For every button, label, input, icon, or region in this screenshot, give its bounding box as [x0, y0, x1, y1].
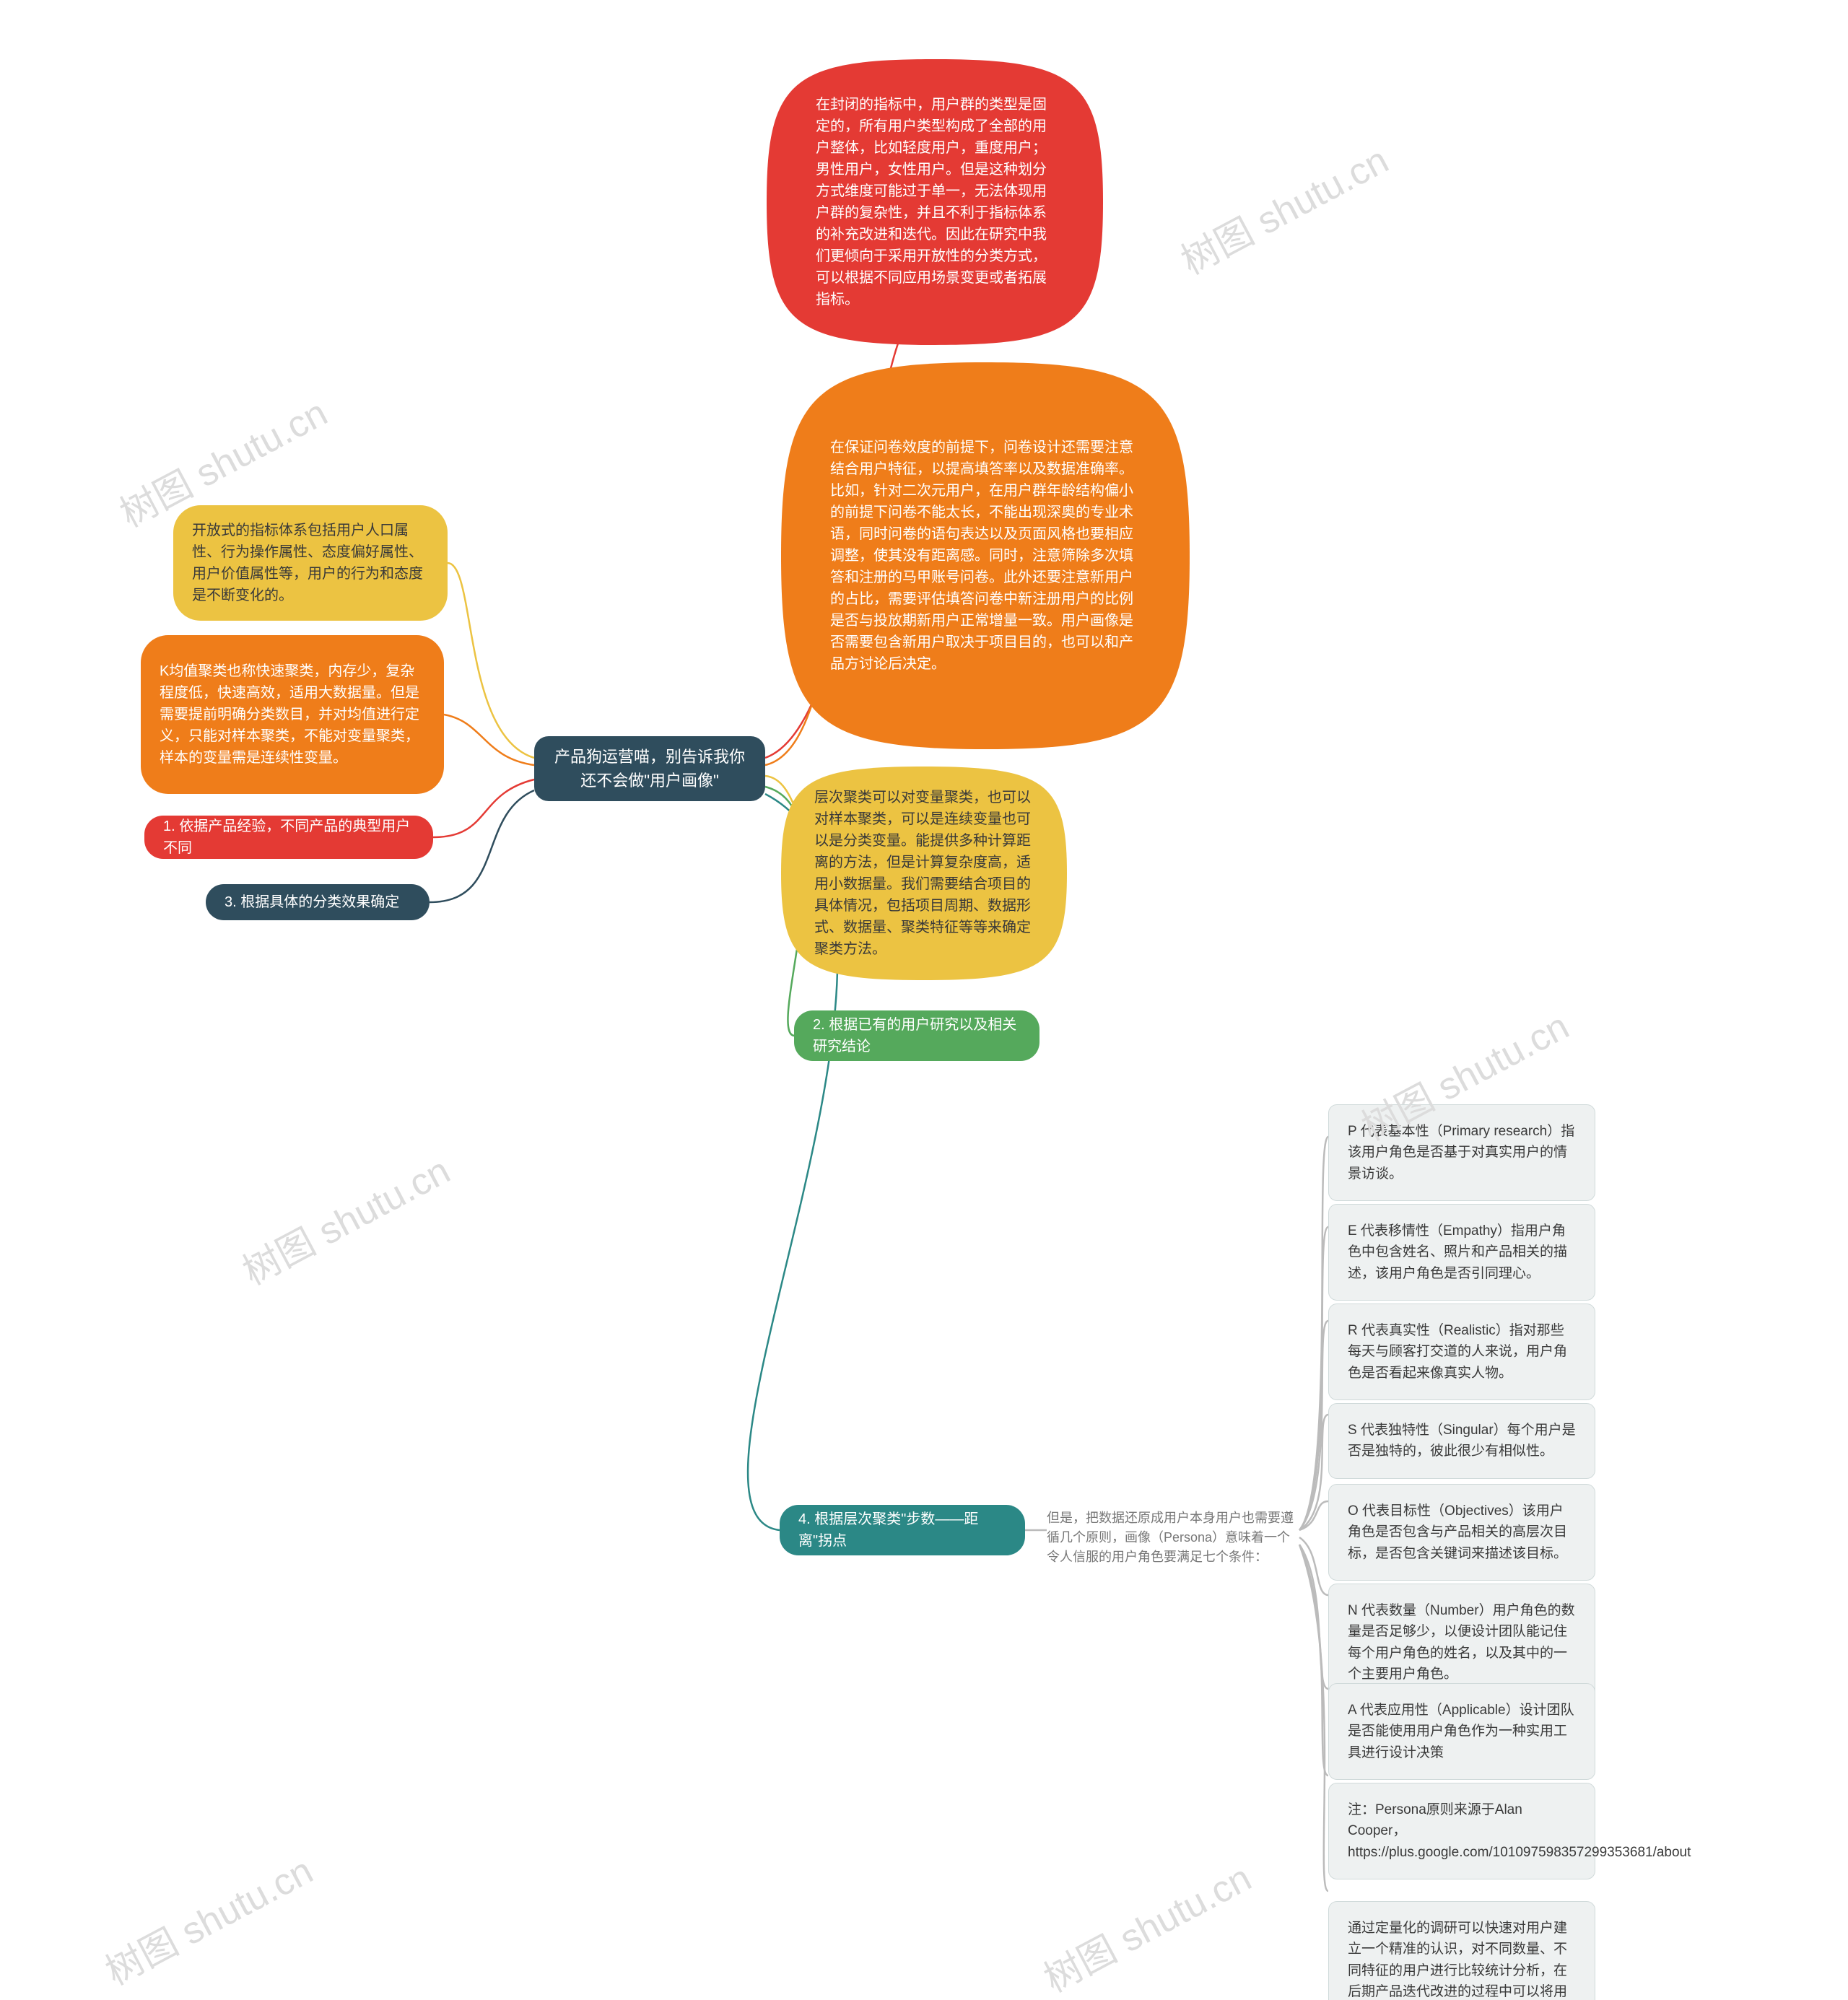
persona-leaf: O 代表目标性（Objectives）该用户角色是否包含与产品相关的高层次目标，… [1328, 1484, 1595, 1581]
watermark-text: 树图 shutu.cn [1170, 130, 1396, 284]
node-closed-indicators: 在封闭的指标中，用户群的类型是固定的，所有用户类型构成了全部的用户整体，比如轻度… [765, 58, 1104, 346]
node-open-indicators: 开放式的指标体系包括用户人口属性、行为操作属性、态度偏好属性、用户价值属性等，用… [173, 505, 448, 621]
node-kmeans: K均值聚类也称快速聚类，内存少，复杂程度低，快速高效，适用大数据量。但是需要提前… [141, 635, 444, 794]
watermark-text: 树图 shutu.cn [1033, 1848, 1259, 2000]
node-hierarchical-clustering: 层次聚类可以对变量聚类，也可以对样本聚类，可以是连续变量也可以是分类变量。能提供… [780, 765, 1068, 982]
watermark-text: 树图 shutu.cn [95, 1840, 321, 1995]
persona-leaf: P 代表基本性（Primary research）指该用户角色是否基于对真实用户… [1328, 1104, 1595, 1201]
node-product-experience: 1. 依据产品经验，不同产品的典型用户不同 [144, 816, 433, 859]
persona-leaf: A 代表应用性（Applicable）设计团队是否能使用用户角色作为一种实用工具… [1328, 1683, 1595, 1780]
persona-intro: 但是，把数据还原成用户本身用户也需要遵循几个原则，画像（Persona）意味着一… [1047, 1508, 1299, 1581]
mindmap-canvas: 产品狗运营喵，别告诉我你还不会做"用户画像" 在封闭的指标中，用户群的类型是固定… [0, 0, 1848, 2000]
center-node: 产品狗运营喵，别告诉我你还不会做"用户画像" [534, 736, 765, 801]
persona-leaf: E 代表移情性（Empathy）指用户角色中包含姓名、照片和产品相关的描述，该用… [1328, 1204, 1595, 1301]
center-text: 产品狗运营喵，别告诉我你还不会做"用户画像" [554, 745, 745, 792]
watermark-text: 树图 shutu.cn [232, 1140, 458, 1295]
node-questionnaire: 在保证问卷效度的前提下，问卷设计还需要注意结合用户特征，以提高填答率以及数据准确… [780, 361, 1191, 751]
node-existing-research: 2. 根据已有的用户研究以及相关研究结论 [794, 1010, 1040, 1061]
persona-leaf: R 代表真实性（Realistic）指对那些每天与顾客打交道的人来说，用户角色是… [1328, 1304, 1595, 1400]
persona-leaf: S 代表独特性（Singular）每个用户是否是独特的，彼此很少有相似性。 [1328, 1403, 1595, 1479]
persona-leaf: 注：Persona原则来源于Alan Cooper，https://plus.g… [1328, 1783, 1595, 1879]
node-step-distance: 4. 根据层次聚类"步数——距离"拐点 [780, 1505, 1025, 1555]
node-classification-effect: 3. 根据具体的分类效果确定 [206, 884, 430, 920]
persona-leaf: 通过定量化的调研可以快速对用户建立一个精准的认识，对不同数量、不同特征的用户进行… [1328, 1901, 1595, 2000]
